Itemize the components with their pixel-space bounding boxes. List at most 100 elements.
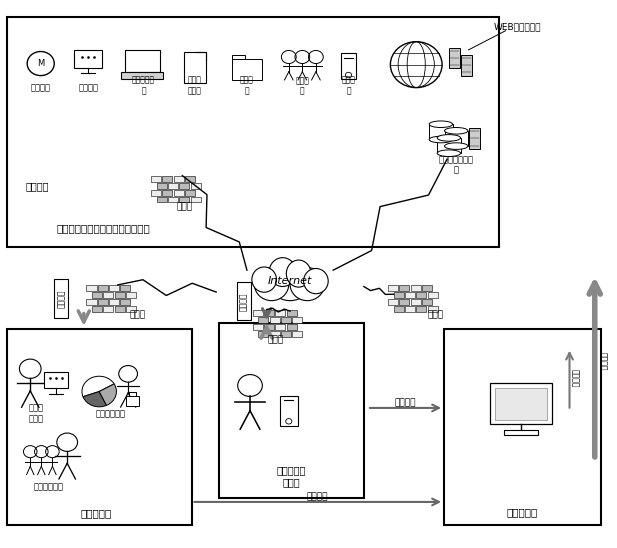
Text: 节能诊断: 节能诊断 — [78, 84, 98, 93]
Ellipse shape — [254, 267, 289, 301]
Bar — [264, 310, 274, 316]
Text: 上传信息: 上传信息 — [570, 369, 579, 387]
Bar — [292, 317, 302, 323]
Text: 服务队列: 服务队列 — [239, 292, 249, 311]
Bar — [185, 176, 195, 182]
Bar — [341, 53, 356, 79]
Bar — [411, 299, 421, 305]
Bar — [151, 190, 161, 196]
Bar — [411, 285, 421, 291]
Bar — [503, 430, 538, 435]
Bar — [97, 285, 108, 291]
Text: 项目运营分
析: 项目运营分 析 — [132, 76, 155, 95]
Bar — [92, 306, 102, 312]
Bar — [281, 317, 291, 323]
Bar — [437, 138, 460, 153]
Bar — [126, 396, 139, 406]
Ellipse shape — [445, 143, 468, 150]
Bar — [281, 331, 291, 337]
Text: 防火墙: 防火墙 — [428, 311, 444, 319]
Bar — [275, 310, 285, 316]
Bar — [157, 197, 167, 202]
Bar — [428, 306, 437, 312]
Bar — [7, 329, 191, 526]
Bar — [422, 299, 432, 305]
Text: 软件服务: 软件服务 — [25, 181, 49, 192]
Text: 节能项
目验证: 节能项 目验证 — [188, 76, 202, 95]
Bar — [168, 183, 178, 189]
Ellipse shape — [429, 121, 452, 128]
Ellipse shape — [268, 261, 312, 301]
Ellipse shape — [437, 135, 460, 141]
Bar — [449, 48, 460, 68]
Ellipse shape — [286, 260, 311, 287]
Bar — [405, 292, 415, 298]
Bar — [180, 197, 189, 202]
Bar — [275, 324, 285, 330]
Bar — [126, 292, 136, 298]
Bar — [231, 59, 262, 80]
Bar — [109, 285, 119, 291]
Bar — [270, 317, 280, 323]
Bar — [444, 329, 601, 526]
Bar — [286, 324, 297, 330]
Text: 能耗俼真: 能耗俼真 — [31, 84, 51, 93]
Bar — [394, 292, 404, 298]
Bar — [422, 285, 432, 291]
Bar — [191, 183, 201, 189]
Ellipse shape — [437, 150, 460, 157]
Bar — [264, 324, 274, 330]
Bar — [44, 372, 68, 388]
Text: 服务定制: 服务定制 — [307, 492, 328, 501]
Text: 研究设计人员: 研究设计人员 — [34, 483, 64, 492]
Bar — [388, 285, 398, 291]
Bar — [253, 310, 263, 316]
Bar — [495, 387, 547, 420]
Bar — [445, 131, 468, 146]
Bar — [399, 285, 410, 291]
Bar — [405, 306, 415, 312]
Bar — [416, 306, 426, 312]
Text: M: M — [37, 59, 44, 68]
Bar — [104, 292, 114, 298]
Text: 服务定制: 服务定制 — [394, 398, 416, 407]
Bar — [173, 176, 184, 182]
Text: 信息服
务: 信息服 务 — [342, 76, 355, 95]
Bar — [180, 183, 189, 189]
Bar — [109, 299, 119, 305]
Bar — [286, 310, 297, 316]
Bar — [259, 331, 268, 337]
Bar — [115, 292, 125, 298]
Bar — [428, 292, 437, 298]
Bar — [120, 285, 130, 291]
Text: 基础信
息: 基础信 息 — [240, 76, 254, 95]
Bar — [115, 306, 125, 312]
Text: 防火墙: 防火墙 — [268, 335, 284, 344]
Bar — [92, 292, 102, 298]
Bar — [191, 197, 201, 202]
Bar — [237, 282, 251, 321]
Wedge shape — [83, 391, 107, 407]
Bar — [151, 176, 161, 182]
Bar — [394, 306, 404, 312]
Bar — [461, 55, 472, 76]
Bar — [183, 52, 205, 83]
Text: 防火墙: 防火墙 — [176, 203, 193, 212]
Text: 系统管
理: 系统管 理 — [296, 76, 309, 96]
Bar — [86, 299, 96, 305]
Bar — [416, 292, 426, 298]
Text: 节能改造人员: 节能改造人员 — [95, 409, 125, 418]
Bar — [97, 299, 108, 305]
Bar — [162, 190, 172, 196]
Bar — [122, 72, 164, 79]
Bar — [253, 324, 263, 330]
Wedge shape — [99, 384, 117, 406]
Text: 用户客户端: 用户客户端 — [80, 509, 112, 518]
Bar — [173, 190, 184, 196]
Text: 典型用能系统能耗俼真集成云平台: 典型用能系统能耗俼真集成云平台 — [56, 224, 150, 233]
Text: 商家客户端: 商家客户端 — [507, 507, 538, 517]
Text: 更新服务: 更新服务 — [598, 352, 607, 370]
Bar — [219, 323, 364, 498]
Bar — [280, 396, 298, 426]
Ellipse shape — [252, 267, 276, 292]
